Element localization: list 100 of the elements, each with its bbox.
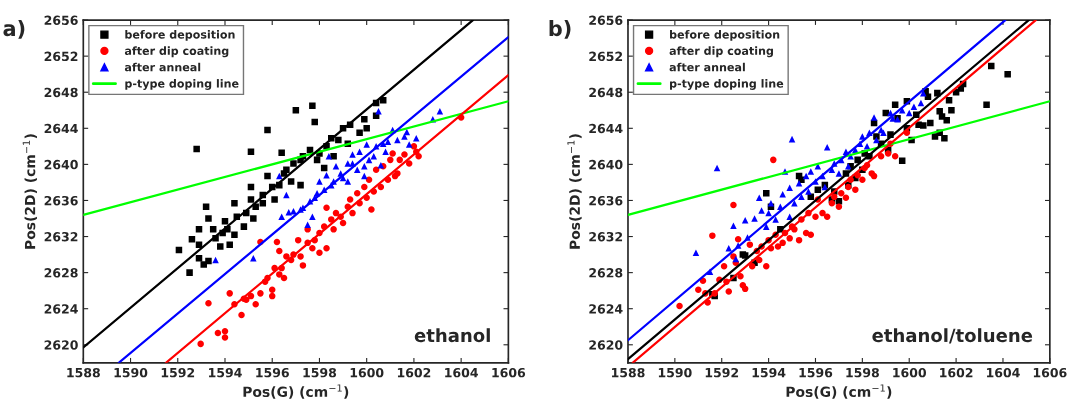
x-axis-title: Pos(G) (cm$^{−1}$) [243, 384, 349, 399]
chart-title: a) [3, 20, 25, 39]
y-tick-label: 2652 [589, 51, 623, 62]
point [403, 128, 411, 136]
point [304, 221, 311, 229]
point [854, 156, 861, 164]
point [344, 178, 352, 185]
point [795, 180, 803, 187]
x-tick-label: 1598 [846, 367, 879, 378]
point [413, 134, 420, 142]
point [948, 107, 955, 114]
point [353, 166, 361, 174]
legend-label: p-type doping line [670, 79, 784, 90]
x-tick-label: 1602 [940, 367, 973, 378]
x-tick-label: 1598 [303, 367, 337, 378]
point [349, 160, 356, 167]
point [278, 213, 285, 220]
point [945, 97, 953, 104]
chart-title: b) [549, 20, 571, 39]
point [805, 188, 812, 195]
legend-label: before deposition [125, 30, 235, 41]
point [356, 148, 363, 156]
y-tick-label: 2648 [44, 87, 78, 98]
point [983, 101, 990, 109]
point [889, 115, 897, 122]
point [370, 153, 378, 160]
point [401, 133, 408, 140]
point [798, 193, 805, 201]
x-tick-label: 1596 [799, 367, 833, 378]
point [920, 122, 927, 129]
point [405, 141, 413, 148]
y-tick-label: 2628 [589, 268, 623, 278]
y-tick-label: 2628 [44, 268, 78, 278]
point [763, 189, 770, 197]
y-axis-title: Pos(2D) (cm$^{−1}$) [22, 134, 37, 249]
y-tick-label: 2624 [44, 304, 78, 314]
y-tick-label: 2624 [589, 304, 623, 314]
x-tick-label: 1600 [893, 367, 927, 378]
point [363, 141, 370, 148]
point [943, 116, 950, 124]
x-tick-label: 1588 [67, 367, 100, 378]
point [807, 168, 815, 175]
point [730, 222, 737, 229]
x-tick-label: 1594 [209, 367, 242, 378]
point [772, 216, 779, 223]
x-tick-label: 1604 [986, 367, 1020, 378]
point [394, 136, 401, 144]
legend-label: after anneal [669, 62, 745, 72]
x-tick-label: 1596 [256, 367, 289, 378]
y-tick-label: 2640 [44, 159, 78, 170]
point [361, 172, 368, 180]
annotation: ethanol [414, 328, 490, 343]
x-tick-label: 1604 [445, 367, 478, 378]
point [786, 213, 793, 220]
point [758, 207, 765, 214]
point [786, 184, 793, 192]
legend-label: after anneal [124, 62, 201, 72]
y-tick-label: 2632 [44, 232, 78, 242]
y-tick-label: 2648 [589, 87, 623, 98]
y-tick-label: 2636 [589, 195, 623, 206]
x-tick-label: 1600 [350, 367, 384, 378]
point [325, 153, 333, 160]
x-tick-label: 1592 [705, 367, 739, 378]
point [290, 208, 297, 215]
x-tick-label: 1590 [658, 367, 692, 378]
point [763, 223, 770, 230]
y-tick-label: 2644 [44, 123, 78, 134]
x-tick-label: 1606 [1033, 367, 1067, 378]
point [276, 172, 283, 180]
x-tick-label: 1590 [114, 367, 148, 378]
y-tick-label: 2620 [589, 340, 623, 350]
point [755, 194, 763, 202]
y-tick-label: 2656 [44, 15, 78, 25]
point [910, 103, 918, 110]
point [898, 107, 906, 114]
point [927, 119, 934, 127]
x-axis-title: Pos(G) (cm$^{−1}$) [786, 384, 892, 399]
x-tick-label: 1594 [752, 367, 786, 378]
legend-label: after dip coating [669, 46, 773, 58]
y-tick-label: 2644 [589, 123, 623, 134]
point [725, 245, 733, 252]
point [859, 133, 866, 140]
point [751, 215, 758, 222]
y-tick-label: 2640 [589, 159, 623, 170]
point [349, 151, 356, 158]
x-tick-label: 1592 [161, 367, 195, 378]
point [741, 217, 749, 224]
x-tick-label: 1602 [397, 367, 431, 378]
point [692, 249, 700, 257]
legend-label: before deposition [670, 30, 780, 41]
point [835, 170, 843, 177]
point [870, 114, 878, 121]
x-tick-label: 1588 [612, 367, 645, 378]
point [814, 186, 822, 193]
y-axis-title: Pos(2D) (cm$^{−1}$) [567, 134, 582, 249]
point [924, 93, 932, 100]
point [905, 109, 913, 117]
point [384, 138, 392, 146]
legend-label: p-type doping line [125, 79, 239, 90]
point [309, 213, 316, 220]
